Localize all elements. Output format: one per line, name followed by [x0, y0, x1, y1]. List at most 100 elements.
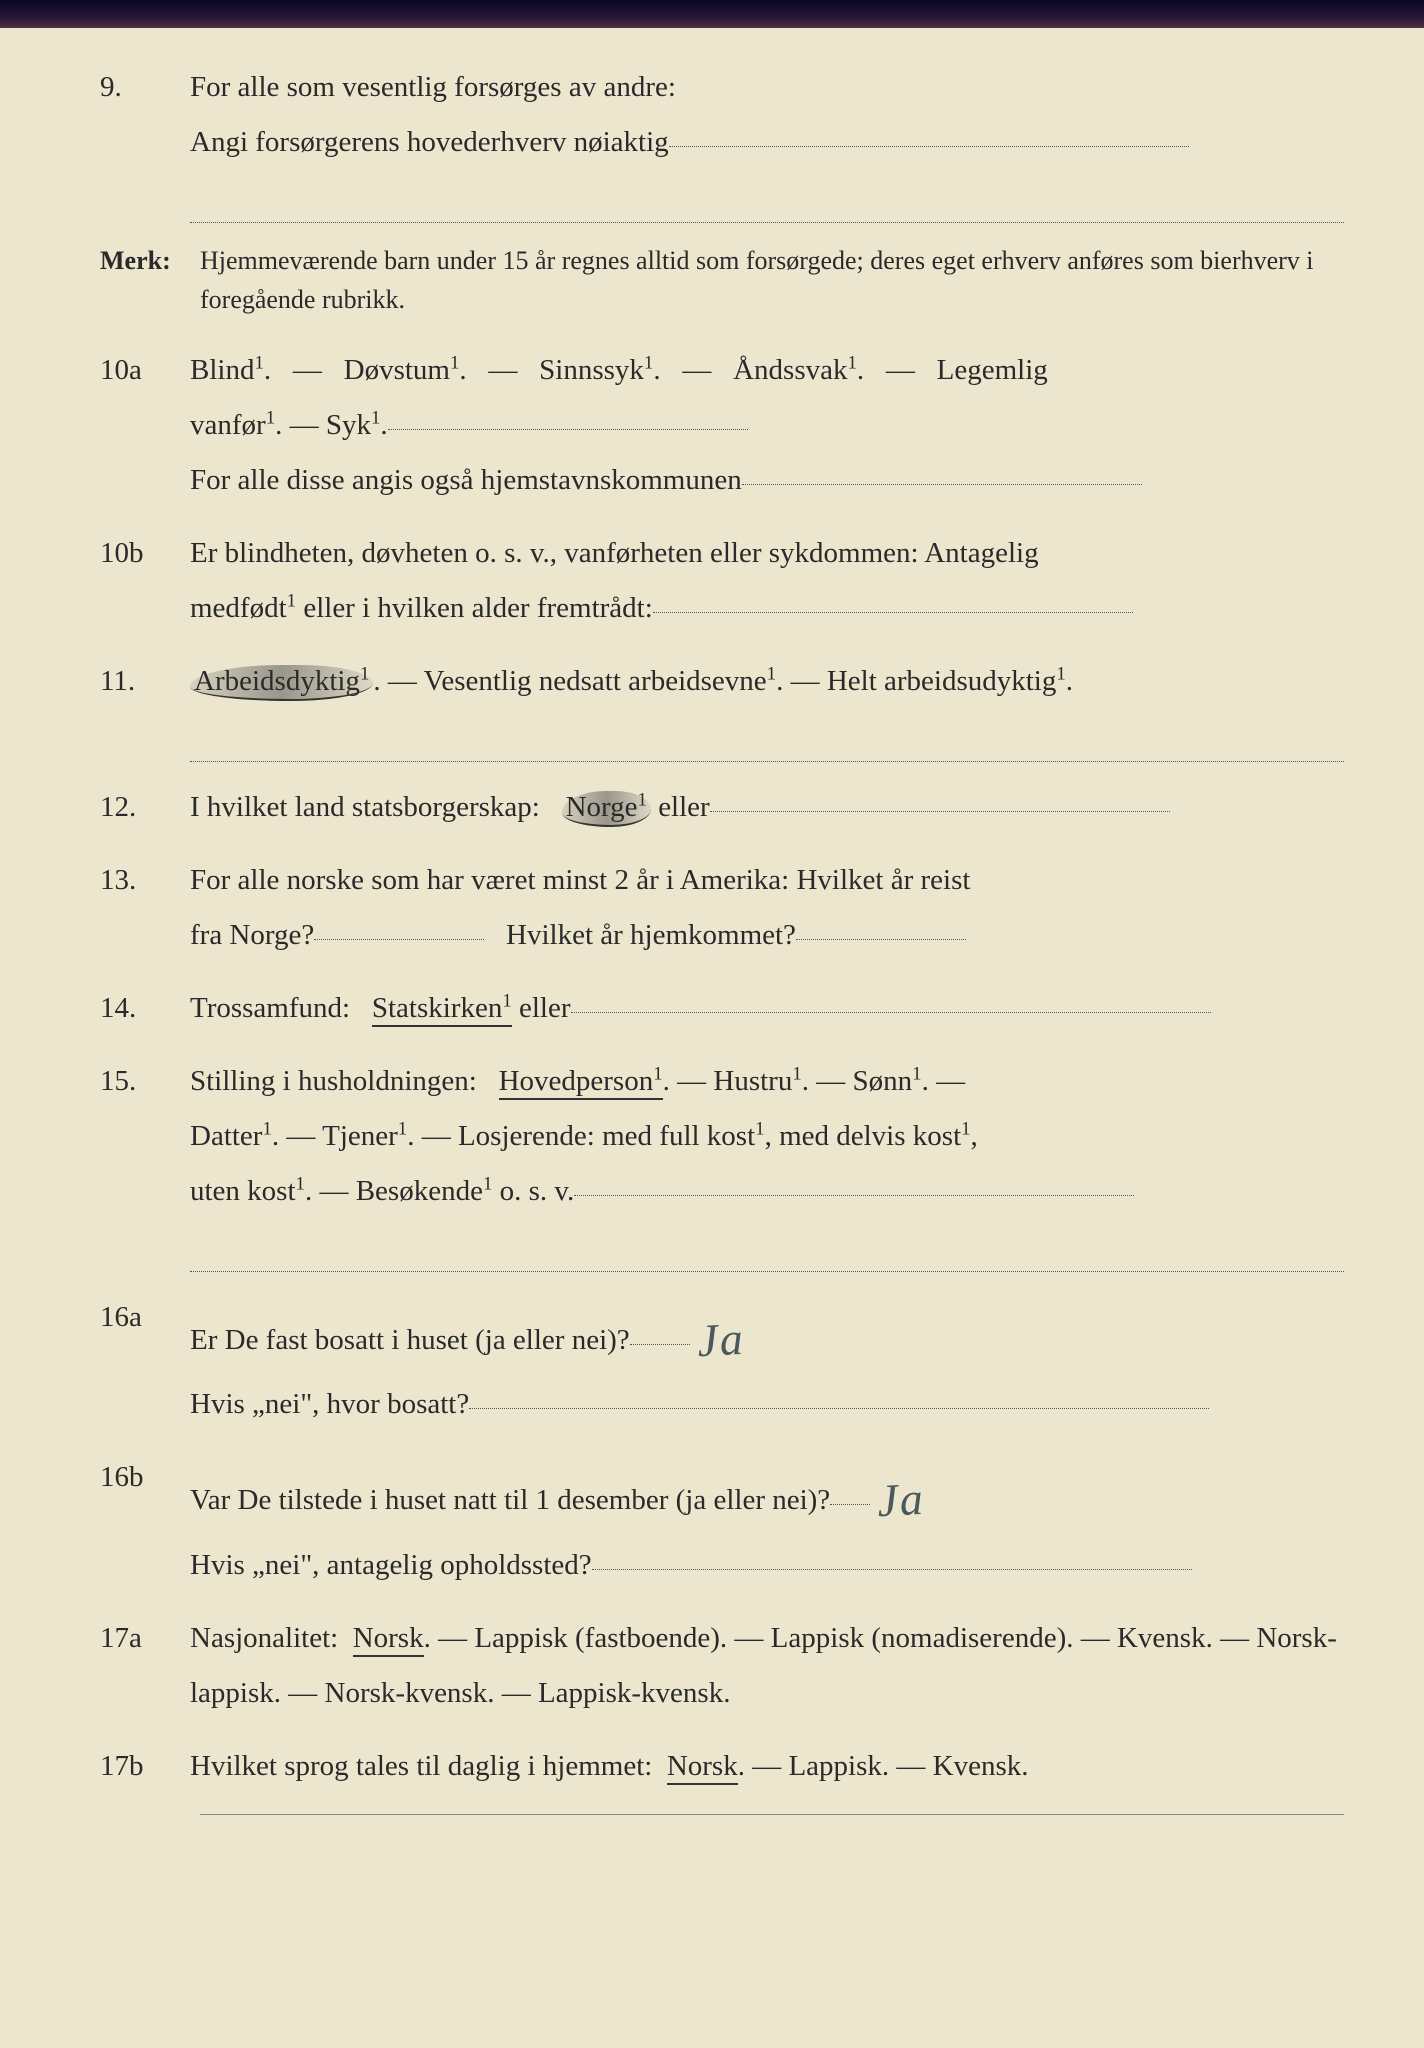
q15-hovedperson-selected: Hovedperson1	[499, 1065, 663, 1100]
merk-text: Hjemmeværende barn under 15 år regnes al…	[200, 241, 1344, 319]
question-12: 12. I hvilket land statsborgerskap: Norg…	[100, 780, 1344, 835]
q9-line2: Angi forsørgerens hovederhverv nøiaktig	[190, 126, 669, 158]
q12-body: I hvilket land statsborgerskap: Norge1 e…	[190, 780, 1344, 835]
q16a-number: 16a	[100, 1290, 190, 1432]
dotted-fill	[710, 811, 1170, 812]
question-16b: 16b Var De tilstede i huset natt til 1 d…	[100, 1450, 1344, 1592]
q15-tjener: Tjener	[322, 1120, 398, 1152]
q15-uten: uten kost	[190, 1175, 296, 1207]
q15-body: Stilling i husholdningen: Hovedperson1. …	[190, 1054, 1344, 1272]
q15-number: 15.	[100, 1054, 190, 1272]
q12-text: I hvilket land statsborgerskap:	[190, 791, 540, 823]
q13-number: 13.	[100, 853, 190, 963]
merk-label: Merk:	[100, 241, 200, 319]
opt-syk: Syk	[326, 409, 371, 441]
question-10b: 10b Er blindheten, døvheten o. s. v., va…	[100, 526, 1344, 636]
q15-osv: o. s. v.	[492, 1175, 574, 1207]
q13-fra: fra Norge?	[190, 919, 314, 951]
dotted-fill	[669, 146, 1189, 147]
dotted-fill	[314, 939, 484, 940]
dotted-fill	[796, 939, 966, 940]
q16b-q: Var De tilstede i huset natt til 1 desem…	[190, 1484, 830, 1516]
q15-losj: Losjerende: med full kost	[458, 1120, 755, 1152]
q15-sonn: Sønn	[853, 1065, 913, 1097]
opt-andsvak: Åndssvak	[733, 354, 847, 386]
q12-eller: eller	[658, 791, 710, 823]
q14-number: 14.	[100, 981, 190, 1036]
q10b-number: 10b	[100, 526, 190, 636]
q11-number: 11.	[100, 654, 190, 762]
q10b-rest: eller i hvilken alder fremtrådt:	[296, 592, 653, 624]
q9-line1: For alle som vesentlig forsørges av andr…	[190, 71, 676, 103]
q17b-body: Hvilket sprog tales til daglig i hjemmet…	[190, 1739, 1344, 1794]
q10a-line3: For alle disse angis også hjemstavnskomm…	[190, 464, 742, 496]
q17a-body: Nasjonalitet: Norsk. — Lappisk (fastboen…	[190, 1611, 1344, 1721]
film-edge-artifact	[0, 0, 1424, 28]
dotted-fill	[592, 1569, 1192, 1570]
dotted-fill	[630, 1344, 690, 1345]
q14-statskirken-selected: Statskirken1	[372, 992, 512, 1027]
opt-sinssyk: Sinnssyk	[539, 354, 644, 386]
dotted-line-full	[190, 1227, 1344, 1272]
question-13: 13. For alle norske som har været minst …	[100, 853, 1344, 963]
dotted-fill	[830, 1504, 870, 1505]
dotted-fill	[469, 1408, 1209, 1409]
q13-body: For alle norske som har været minst 2 år…	[190, 853, 1344, 963]
note-merk: Merk: Hjemmeværende barn under 15 år reg…	[100, 241, 1344, 319]
q10a-number: 10a	[100, 343, 190, 508]
q17b-norsk-selected: Norsk	[667, 1750, 738, 1785]
q9-body: For alle som vesentlig forsørges av andr…	[190, 60, 1344, 223]
q13-hjem: Hvilket år hjemkommet?	[506, 919, 796, 951]
opt-legemlig: Legemlig	[937, 354, 1048, 386]
question-17b: 17b Hvilket sprog tales til daglig i hje…	[100, 1739, 1344, 1794]
dotted-line-full	[190, 178, 1344, 223]
q16b-sub: Hvis „nei", antagelig opholdssted?	[190, 1549, 592, 1581]
q16a-answer-handwritten: Ja	[695, 1295, 747, 1385]
q10b-body: Er blindheten, døvheten o. s. v., vanfør…	[190, 526, 1344, 636]
question-16a: 16a Er De fast bosatt i huset (ja eller …	[100, 1290, 1344, 1432]
q15-hustru: Hustru	[713, 1065, 792, 1097]
q16b-answer-handwritten: Ja	[875, 1455, 927, 1545]
q17a-label: Nasjonalitet:	[190, 1622, 338, 1654]
q17a-norsk-selected: Norsk	[353, 1622, 424, 1657]
q11-helt: Helt arbeidsudyktig	[827, 665, 1057, 697]
dotted-fill	[571, 1012, 1211, 1013]
q15-besok: Besøkende	[356, 1175, 483, 1207]
q11-body: Arbeidsdyktig1. — Vesentlig nedsatt arbe…	[190, 654, 1344, 762]
q12-number: 12.	[100, 780, 190, 835]
dotted-line-full	[190, 717, 1344, 762]
q16a-sub: Hvis „nei", hvor bosatt?	[190, 1388, 469, 1420]
opt-vanfor: vanfør	[190, 409, 266, 441]
q11-nedsatt: Vesentlig nedsatt arbeidsevne	[424, 665, 767, 697]
question-15: 15. Stilling i husholdningen: Hovedperso…	[100, 1054, 1344, 1272]
q14-label: Trossamfund:	[190, 992, 350, 1024]
opt-blind: Blind	[190, 354, 254, 386]
q15-delvis: , med delvis kost	[765, 1120, 962, 1152]
q16a-body: Er De fast bosatt i huset (ja eller nei)…	[190, 1290, 1344, 1432]
dotted-fill	[653, 612, 1133, 613]
opt-dovstum: Døvstum	[344, 354, 450, 386]
q13-line1: For alle norske som har været minst 2 år…	[190, 864, 970, 896]
q10b-line1: Er blindheten, døvheten o. s. v., vanfør…	[190, 537, 1039, 569]
q9-number: 9.	[100, 60, 190, 223]
q14-body: Trossamfund: Statskirken1 eller	[190, 981, 1344, 1036]
question-11: 11. Arbeidsdyktig1. — Vesentlig nedsatt …	[100, 654, 1344, 762]
q16a-q: Er De fast bosatt i huset (ja eller nei)…	[190, 1324, 630, 1356]
q10b-medfodt: medfødt	[190, 592, 287, 624]
q17a-number: 17a	[100, 1611, 190, 1721]
question-14: 14. Trossamfund: Statskirken1 eller	[100, 981, 1344, 1036]
q17b-rest: . — Lappisk. — Kvensk.	[738, 1750, 1029, 1782]
dotted-fill	[388, 429, 748, 430]
question-10a: 10a Blind1. — Døvstum1. — Sinnssyk1. — Å…	[100, 343, 1344, 508]
census-form-page: 9. For alle som vesentlig forsørges av a…	[0, 0, 1424, 2048]
question-9: 9. For alle som vesentlig forsørges av a…	[100, 60, 1344, 223]
q17b-number: 17b	[100, 1739, 190, 1794]
q15-datter: Datter	[190, 1120, 262, 1152]
q10a-body: Blind1. — Døvstum1. — Sinnssyk1. — Åndss…	[190, 343, 1344, 508]
q12-norge-selected: Norge1	[562, 791, 651, 827]
q16b-body: Var De tilstede i huset natt til 1 desem…	[190, 1450, 1344, 1592]
question-17a: 17a Nasjonalitet: Norsk. — Lappisk (fast…	[100, 1611, 1344, 1721]
footnote-rule	[200, 1814, 1344, 1815]
q11-arbeidsdyktig-selected: Arbeidsdyktig1	[190, 665, 373, 701]
q16b-number: 16b	[100, 1450, 190, 1592]
